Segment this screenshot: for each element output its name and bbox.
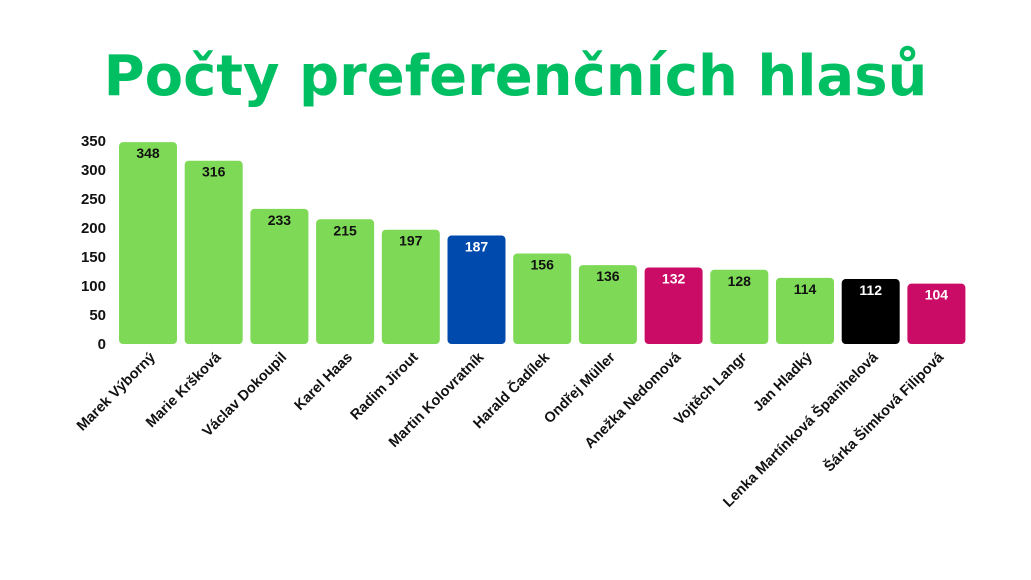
bar-value-label: 114 bbox=[794, 281, 817, 297]
chart-title: Počty preferenčních hlasů bbox=[103, 44, 928, 109]
bar bbox=[710, 269, 769, 344]
bar-value-label: 132 bbox=[662, 270, 686, 286]
bar bbox=[447, 235, 506, 344]
bar-value-label: 316 bbox=[202, 164, 226, 180]
bar-value-label: 128 bbox=[728, 273, 752, 289]
bar bbox=[184, 160, 243, 344]
bar bbox=[776, 277, 834, 344]
bar bbox=[250, 208, 309, 344]
bar bbox=[578, 265, 637, 344]
bar bbox=[907, 283, 966, 344]
value-labels: 348 316 233 215 197 187 156 136 132 128 114 112 104 bbox=[136, 145, 948, 303]
y-tick-label: 300 bbox=[81, 162, 106, 179]
y-tick-label: 100 bbox=[81, 278, 106, 295]
y-tick-label: 150 bbox=[81, 249, 106, 266]
bar bbox=[316, 219, 375, 344]
bar-value-label: 233 bbox=[268, 212, 292, 228]
bar-value-label: 348 bbox=[136, 145, 160, 161]
bar-value-label: 136 bbox=[596, 268, 620, 284]
bar-value-label: 156 bbox=[531, 257, 555, 273]
bar-value-label: 215 bbox=[333, 222, 357, 238]
bar-value-label: 112 bbox=[859, 282, 882, 298]
bars bbox=[119, 142, 966, 344]
y-tick-label: 50 bbox=[89, 307, 106, 324]
category-label: Radim Jirout bbox=[348, 349, 422, 423]
y-tick-label: 200 bbox=[81, 220, 106, 237]
bar bbox=[513, 253, 572, 344]
bar-value-label: 187 bbox=[465, 239, 489, 255]
bar-value-label: 104 bbox=[925, 287, 949, 303]
bar bbox=[119, 142, 177, 344]
category-label: Šárka Šimková Filipová bbox=[820, 347, 948, 475]
bar bbox=[381, 229, 440, 344]
bar bbox=[841, 279, 900, 344]
bar-value-label: 197 bbox=[399, 233, 423, 249]
y-tick-label: 0 bbox=[98, 336, 106, 353]
bar bbox=[644, 267, 703, 344]
category-label: Karel Haas bbox=[292, 350, 356, 414]
y-tick-label: 250 bbox=[81, 191, 106, 208]
y-tick-label: 350 bbox=[81, 133, 106, 150]
y-axis: 0 50 100 150 200 250 300 350 bbox=[81, 133, 106, 353]
category-label: Jan Hladký bbox=[750, 350, 815, 415]
